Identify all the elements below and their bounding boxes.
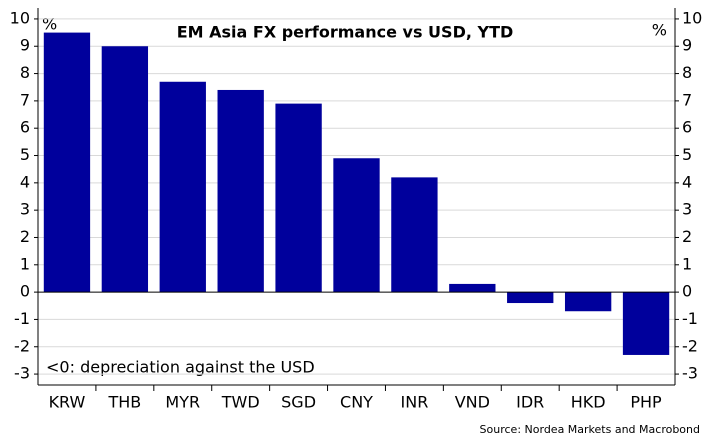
- y2-tick-label: 9: [682, 36, 692, 55]
- bar: [217, 89, 264, 293]
- y-tick-label: 0: [20, 282, 30, 301]
- x-tick-label: TWD: [221, 393, 260, 412]
- y2-tick-label: 3: [682, 200, 692, 219]
- y-tick-label: 6: [20, 118, 30, 137]
- y2-axis-label: %: [652, 21, 667, 40]
- bar: [159, 81, 206, 293]
- y2-tick-label: 5: [682, 145, 692, 164]
- bar: [333, 158, 380, 293]
- bar: [507, 292, 554, 304]
- y-tick-label: 3: [20, 200, 30, 219]
- x-tick-label: VND: [455, 393, 490, 412]
- y-tick-label: -1: [14, 309, 30, 328]
- x-tick-label: HKD: [571, 393, 606, 412]
- x-tick-label: SGD: [281, 393, 316, 412]
- x-tick-label: KRW: [49, 393, 86, 412]
- y2-tick-label: 0: [682, 282, 692, 301]
- y2-tick-label: 4: [682, 172, 692, 191]
- x-tick-label: CNY: [340, 393, 373, 412]
- x-tick-label: IDR: [516, 393, 544, 412]
- bar: [449, 283, 496, 293]
- annotation: <0: depreciation against the USD: [46, 358, 315, 377]
- y-tick-label: 10: [10, 8, 30, 27]
- x-tick-label: THB: [107, 393, 141, 412]
- y2-tick-label: -1: [682, 309, 698, 328]
- source: Source: Nordea Markets and Macrobond: [480, 423, 700, 436]
- bar: [391, 177, 438, 293]
- y-tick-label: 9: [20, 36, 30, 55]
- x-tick-label: INR: [401, 393, 429, 412]
- y-axis-label: %: [42, 15, 57, 34]
- y2-tick-label: 6: [682, 118, 692, 137]
- bar: [101, 46, 149, 293]
- x-tick-label: MYR: [165, 393, 200, 412]
- y-tick-label: 1: [20, 254, 30, 273]
- y-tick-label: -3: [14, 364, 30, 383]
- bar: [622, 292, 670, 355]
- y-tick-label: -2: [14, 336, 30, 355]
- y-tick-label: 5: [20, 145, 30, 164]
- bar: [275, 103, 322, 293]
- y2-tick-label: -3: [682, 364, 698, 383]
- y-tick-label: 2: [20, 227, 30, 246]
- y2-tick-label: 7: [682, 90, 692, 109]
- chart-title: EM Asia FX performance vs USD, YTD: [177, 23, 514, 42]
- bar: [43, 32, 91, 293]
- y2-tick-label: 10: [682, 8, 702, 27]
- y-tick-label: 8: [20, 63, 30, 82]
- y2-tick-label: -2: [682, 336, 698, 355]
- x-tick-label: PHP: [630, 393, 662, 412]
- y-tick-label: 4: [20, 172, 30, 191]
- y2-tick-label: 1: [682, 254, 692, 273]
- y2-tick-label: 8: [682, 63, 692, 82]
- bar: [564, 292, 612, 312]
- y2-tick-label: 2: [682, 227, 692, 246]
- y-tick-label: 7: [20, 90, 30, 109]
